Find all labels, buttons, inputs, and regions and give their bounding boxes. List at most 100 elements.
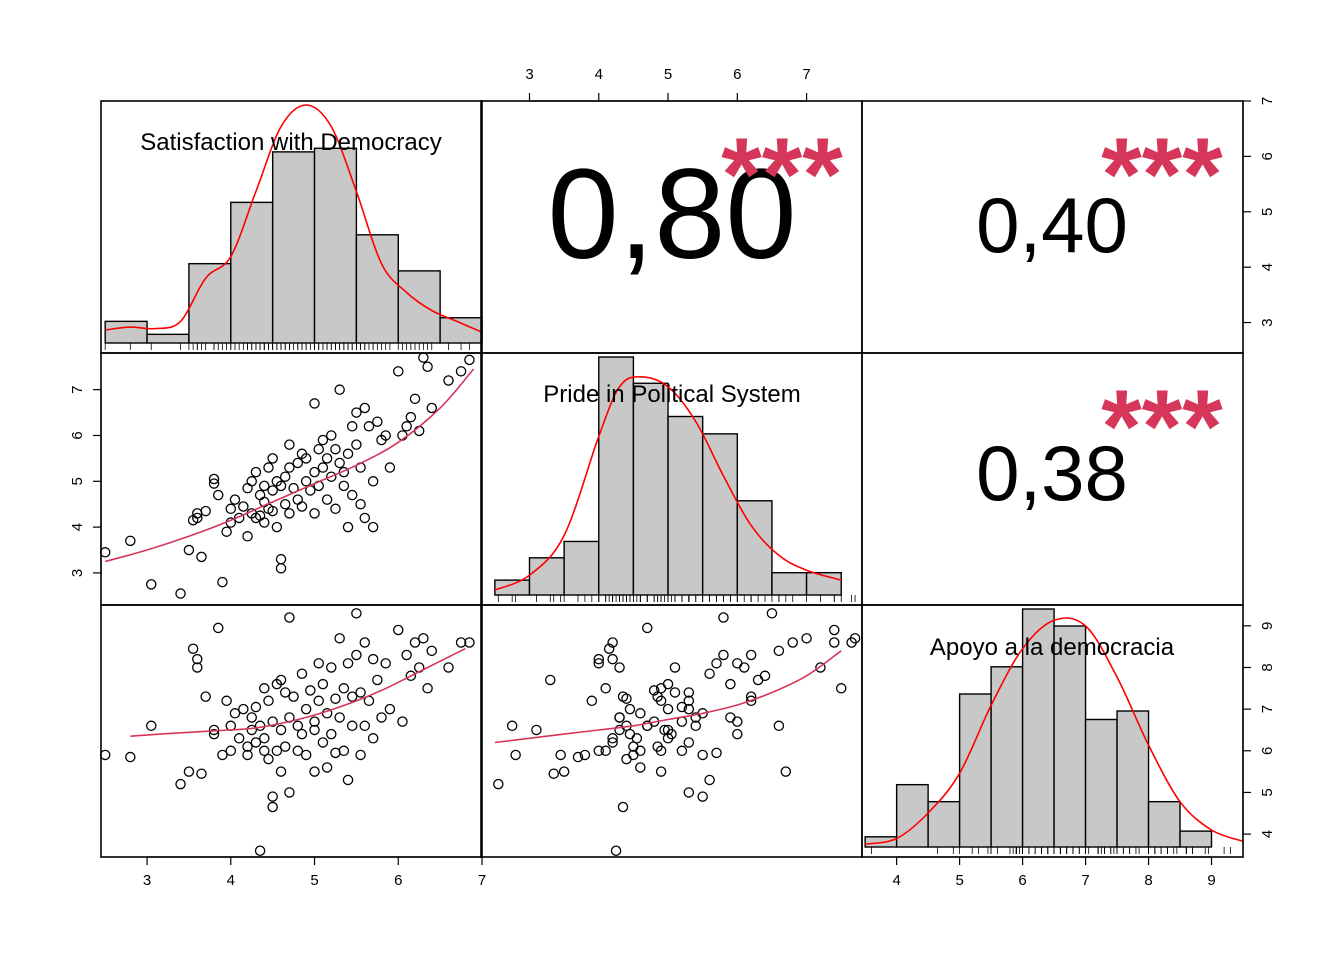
tick-label: 7 [1081, 872, 1089, 889]
data-point [600, 683, 611, 694]
variable-label-1: Satisfaction with Democracy [140, 129, 441, 156]
tick-label: 3 [525, 66, 533, 83]
data-point [326, 471, 337, 482]
data-point [342, 448, 354, 460]
stars-1-3: *** [1101, 117, 1223, 233]
data-point [614, 724, 625, 736]
data-point [787, 637, 798, 648]
data-point [359, 402, 371, 414]
data-point [443, 375, 454, 386]
correlation-1-3: 0,40 [976, 181, 1128, 269]
data-point [309, 716, 320, 727]
data-point [745, 649, 757, 661]
panel-frame [861, 604, 1244, 858]
data-point [284, 462, 295, 473]
tick-label: 4 [1259, 830, 1276, 838]
axis-x-var3: 4 5 6 7 8 9 [892, 856, 1216, 889]
data-point [238, 703, 249, 715]
data-point [351, 649, 362, 661]
data-point [418, 352, 429, 363]
data-point [267, 801, 278, 813]
histogram-bar [895, 783, 929, 848]
data-point [683, 787, 695, 798]
data-point [732, 658, 743, 669]
data-point [300, 703, 312, 715]
data-point [610, 845, 622, 857]
tick-label: 6 [1259, 152, 1276, 160]
tick-label: 5 [1259, 208, 1276, 216]
data-point [217, 576, 228, 588]
data-point [300, 453, 312, 464]
data-point [617, 801, 629, 813]
tick-label: 6 [1259, 747, 1276, 755]
histogram-bar [1116, 710, 1150, 848]
data-point [829, 624, 840, 636]
data-point [271, 745, 283, 757]
data-point [655, 695, 667, 707]
data-point [330, 693, 341, 704]
data-point [732, 728, 743, 740]
data-point [99, 749, 111, 761]
tick-label: 4 [227, 872, 235, 889]
data-point [624, 703, 636, 715]
histogram-bar [771, 571, 808, 596]
histogram-bar [1147, 800, 1181, 848]
data-point [279, 741, 291, 752]
tick-label: 7 [478, 872, 486, 889]
data-point [545, 674, 556, 686]
tick-label: 3 [143, 872, 151, 889]
data-point [183, 544, 195, 556]
data-point [330, 747, 341, 759]
data-point [263, 695, 274, 707]
data-point [317, 678, 329, 690]
histogram-bar [439, 317, 483, 344]
data-point [259, 733, 270, 744]
data-point [464, 637, 475, 648]
data-point [259, 683, 270, 694]
data-point [718, 649, 729, 661]
data-point [238, 501, 249, 512]
smoother-1-3 [130, 647, 466, 737]
tick-label: 6 [733, 66, 741, 83]
data-point [635, 708, 646, 719]
data-point [607, 733, 618, 744]
tick-label: 3 [1259, 318, 1276, 326]
data-point [704, 668, 715, 679]
data-point [275, 766, 287, 777]
data-point [330, 443, 341, 455]
data-point [506, 720, 518, 732]
axis-y-var2: 3 4 5 6 7 [69, 385, 102, 577]
data-point [607, 637, 618, 648]
data-point [662, 678, 674, 690]
axis-y-var3: 4 5 6 7 8 9 [1242, 622, 1276, 838]
data-point [662, 703, 674, 715]
data-point [607, 653, 618, 665]
histogram-bar [958, 693, 992, 848]
data-point [246, 724, 257, 736]
data-point [346, 720, 358, 732]
data-point [208, 478, 220, 489]
data-point [614, 662, 625, 673]
stars-1-2: *** [721, 117, 843, 233]
data-point [683, 737, 695, 748]
data-point [229, 494, 241, 505]
data-point [259, 480, 270, 492]
data-point [426, 402, 438, 414]
tick-label: 3 [69, 569, 86, 577]
data-point [711, 658, 722, 669]
data-point [338, 683, 350, 694]
data-point [99, 547, 111, 558]
data-point [397, 716, 408, 727]
tick-label: 4 [892, 872, 900, 889]
data-point [367, 733, 379, 744]
data-point [334, 712, 345, 723]
data-point [683, 687, 695, 698]
tick-label: 9 [1207, 872, 1215, 889]
data-point [259, 517, 270, 528]
tick-label: 6 [394, 872, 402, 889]
data-point [593, 658, 605, 669]
data-point [296, 728, 308, 740]
data-point [355, 687, 366, 698]
data-point [317, 737, 329, 748]
